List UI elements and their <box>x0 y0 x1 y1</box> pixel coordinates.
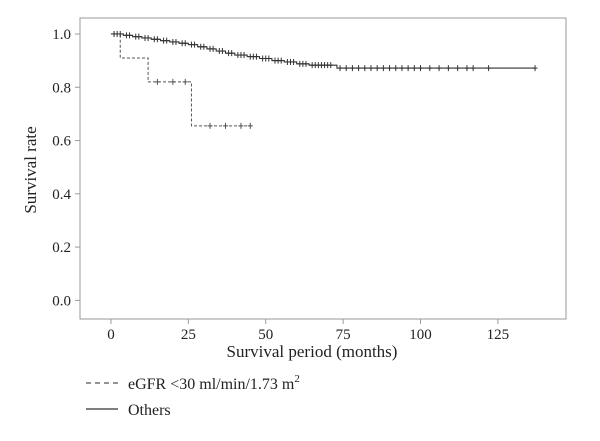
censor-mark-others <box>362 65 368 72</box>
censor-mark-others <box>393 65 399 72</box>
censor-mark-others <box>145 34 151 41</box>
censor-mark-others <box>399 65 405 72</box>
series-line-others <box>110 33 536 69</box>
censor-mark-egfr <box>182 78 188 85</box>
censor-mark-others <box>356 65 362 72</box>
y-tick-label: 1.0 <box>52 27 71 43</box>
x-tick-label: 100 <box>409 327 432 343</box>
y-tick-label: 0.4 <box>52 187 71 203</box>
censor-mark-others <box>173 38 179 45</box>
y-axis-title: Survival rate <box>21 126 40 213</box>
censor-mark-egfr <box>247 122 253 129</box>
x-tick-label: 50 <box>258 327 273 343</box>
censor-mark-others <box>337 65 343 72</box>
censor-mark-others <box>445 65 451 72</box>
censor-mark-others <box>127 32 133 39</box>
censor-mark-others <box>349 65 355 72</box>
axes-layer: 0 25 50 75 100 125 0.0 0.2 0.4 0.6 0.8 1.0 <box>52 27 509 343</box>
censor-mark-others <box>266 55 272 62</box>
censor-mark-others <box>436 65 442 72</box>
x-tick-label: 25 <box>181 327 196 343</box>
censor-mark-others <box>136 33 142 40</box>
censor-mark-others <box>380 65 386 72</box>
censor-mark-others <box>291 58 297 65</box>
censor-mark-others <box>303 60 309 67</box>
censor-mark-others <box>387 65 393 72</box>
censor-mark-others <box>486 65 492 72</box>
x-tick-label: 75 <box>336 327 351 343</box>
censor-mark-others <box>418 65 424 72</box>
censor-mark-egfr <box>207 122 213 129</box>
censor-mark-others <box>328 62 334 69</box>
censor-mark-others <box>192 41 198 48</box>
series-layer <box>110 30 538 129</box>
censor-mark-others <box>201 43 207 50</box>
censor-mark-others <box>411 65 417 72</box>
censor-mark-others <box>470 65 476 72</box>
legend-label-others: Others <box>128 402 171 419</box>
censor-mark-egfr <box>154 78 160 85</box>
censor-mark-others <box>278 57 284 64</box>
censor-mark-others <box>241 52 247 59</box>
y-tick-label: 0.8 <box>52 80 71 96</box>
y-tick-label: 0.2 <box>52 240 71 256</box>
series-line-egfr <box>110 33 254 127</box>
censor-mark-egfr <box>170 78 176 85</box>
censor-mark-others <box>455 65 461 72</box>
censor-mark-others <box>229 50 235 57</box>
censor-mark-egfr <box>222 122 228 129</box>
censor-mark-others <box>427 65 433 72</box>
plot-frame <box>79 17 567 320</box>
censor-mark-others <box>164 37 170 44</box>
x-axis-title: Survival period (months) <box>227 342 398 361</box>
censor-mark-others <box>532 65 538 72</box>
censor-mark-others <box>464 65 470 72</box>
x-tick-label: 125 <box>487 327 510 343</box>
censor-mark-others <box>343 65 349 72</box>
y-tick-label: 0.6 <box>52 134 71 150</box>
x-tick-label: 0 <box>107 327 115 343</box>
y-tick-label: 0.0 <box>52 293 71 309</box>
censor-mark-others <box>368 65 374 72</box>
censor-mark-egfr <box>238 122 244 129</box>
legend: eGFR <30 ml/min/1.73 m2 Others <box>86 373 300 419</box>
censor-mark-others <box>154 36 160 43</box>
censor-mark-others <box>405 65 411 72</box>
censor-mark-others <box>117 30 123 37</box>
censor-mark-others <box>210 45 216 52</box>
censor-mark-others <box>253 53 259 60</box>
censor-mark-others <box>219 48 225 55</box>
censor-mark-others <box>182 40 188 47</box>
censor-mark-others <box>374 65 380 72</box>
legend-label-egfr: eGFR <30 ml/min/1.73 m2 <box>128 373 300 393</box>
